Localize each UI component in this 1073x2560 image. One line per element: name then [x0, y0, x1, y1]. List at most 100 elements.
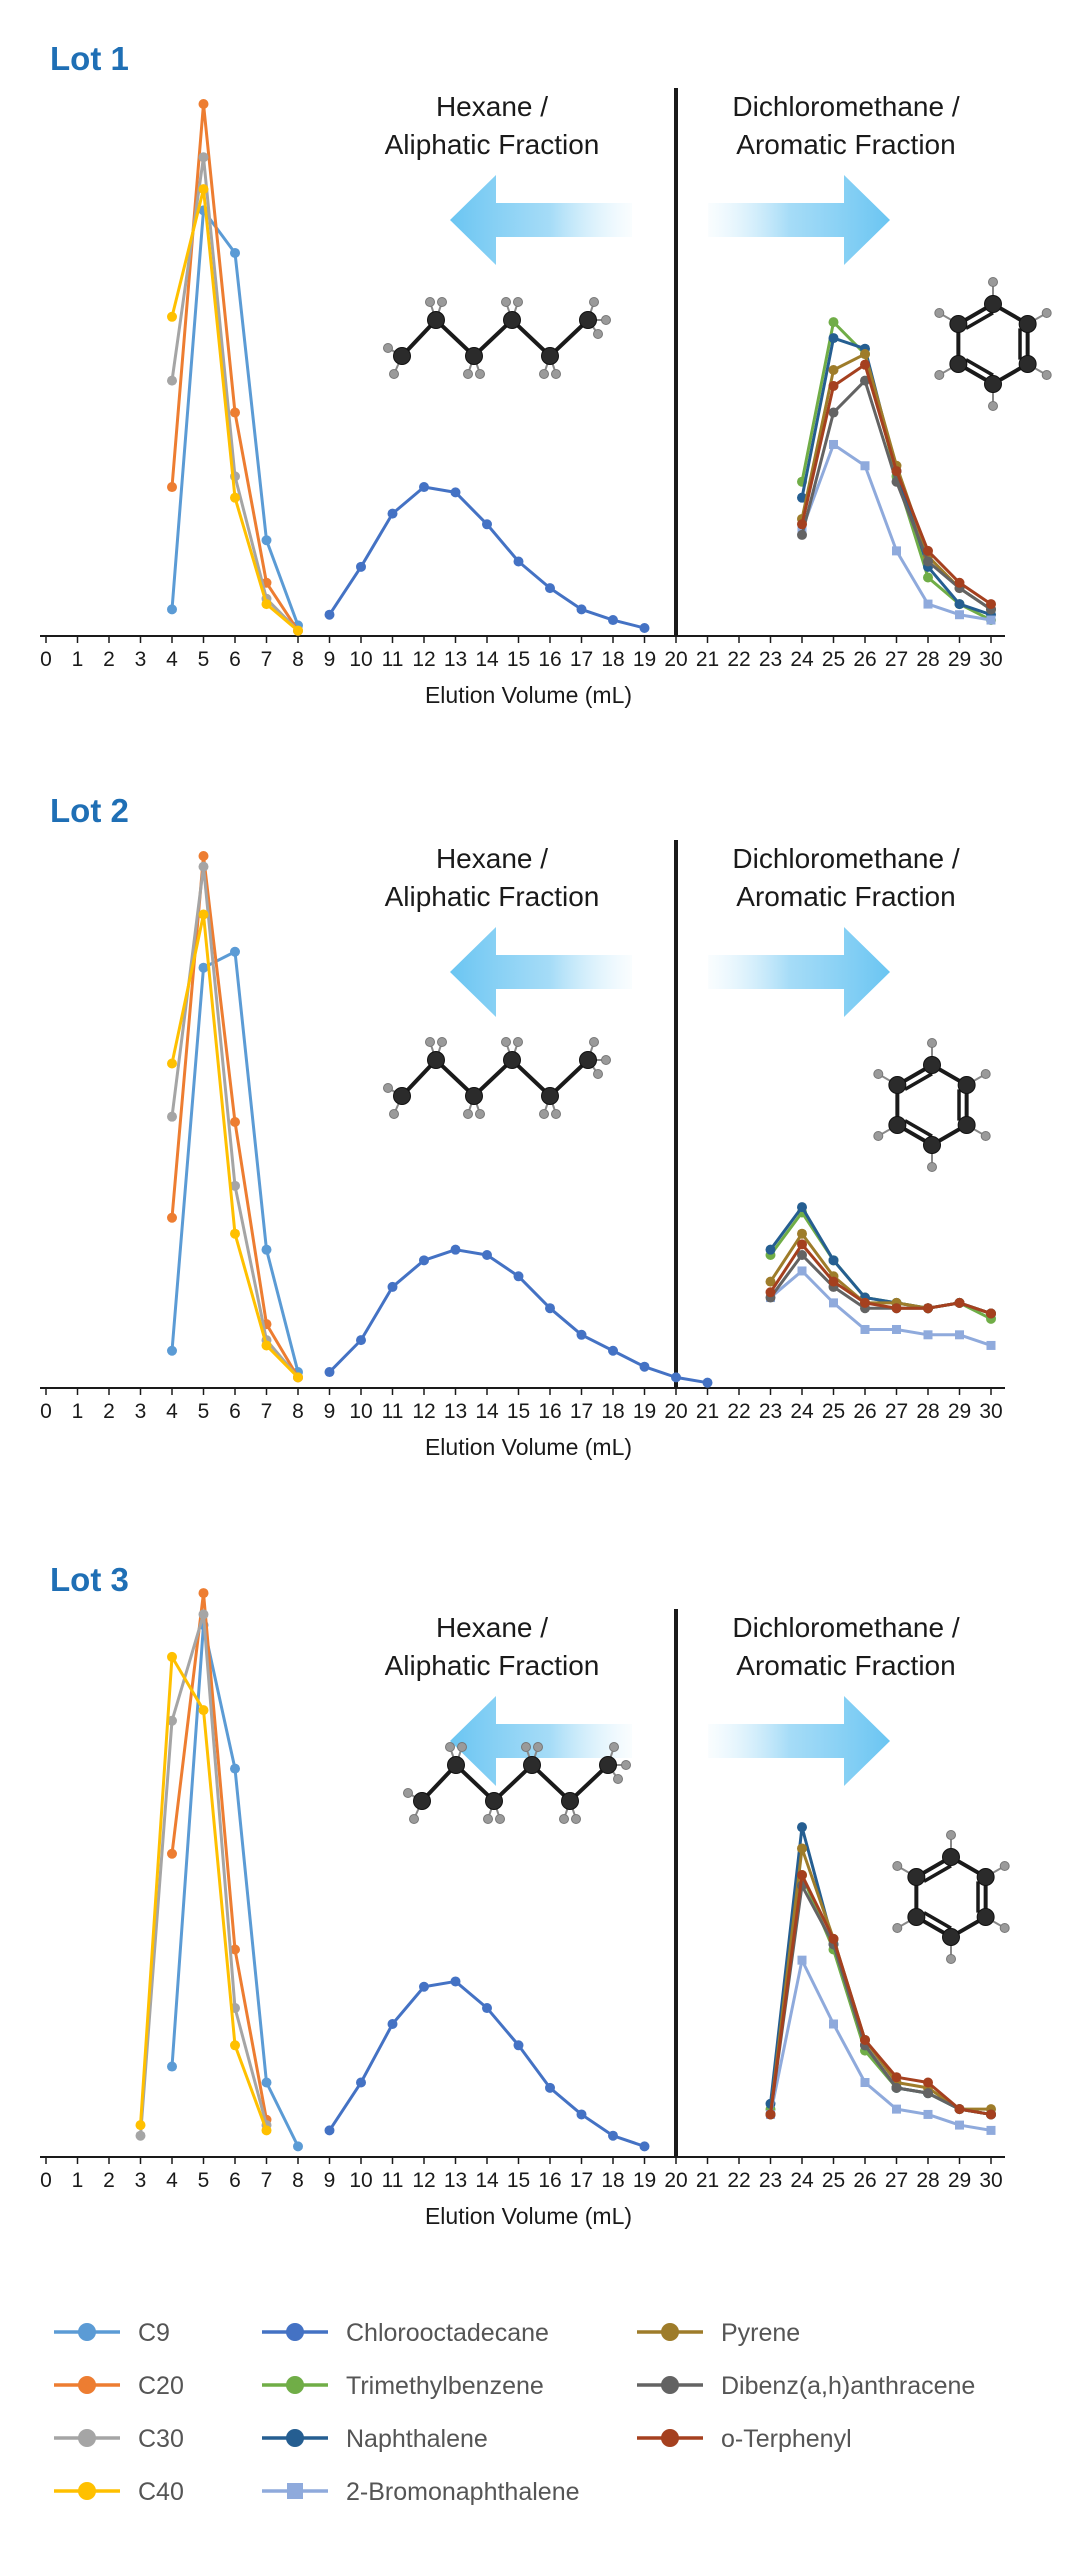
data-point [639, 2141, 650, 2152]
data-point [482, 1250, 492, 1260]
x-tick-label: 25 [822, 648, 845, 671]
series-c40 [167, 909, 303, 1383]
legend-item-oter: o-Terphenyl [637, 2425, 852, 2453]
x-tick-label: 10 [349, 1400, 372, 1423]
left-fraction-label: Hexane / [436, 843, 548, 874]
x-tick-label: 5 [198, 1400, 210, 1423]
data-point [513, 1271, 524, 1282]
x-tick-label: 28 [916, 648, 939, 671]
series-line [769, 1958, 992, 2132]
data-point [356, 561, 366, 572]
x-tick-label: 15 [507, 1400, 530, 1423]
data-point [954, 2104, 965, 2115]
data-point [324, 1367, 335, 1378]
x-tick-label: 29 [948, 2169, 971, 2192]
data-point [293, 625, 303, 636]
data-point [545, 583, 555, 594]
right-arrow-icon [708, 175, 890, 265]
left-arrow-icon [450, 175, 632, 265]
x-tick-label: 14 [475, 1400, 499, 1423]
x-tick-label: 30 [979, 2169, 1002, 2192]
data-point [545, 1303, 555, 1314]
x-tick-label: 2 [103, 1400, 115, 1423]
data-point [639, 1361, 650, 1372]
series-chloro [324, 1976, 650, 2152]
series-c20 [167, 99, 303, 636]
x-tick-label: 14 [475, 648, 499, 671]
x-tick-label: 14 [475, 2169, 499, 2192]
series-dba [765, 1250, 996, 1319]
benzene-molecule-icon [934, 277, 1052, 411]
x-tick-label: 11 [382, 1400, 404, 1423]
data-point [797, 1822, 807, 1833]
x-tick-label: 30 [979, 648, 1002, 671]
x-tick-label: 15 [507, 2169, 530, 2192]
hexane-molecule-icon [403, 1742, 631, 1824]
x-tick-label: 10 [349, 2169, 372, 2192]
data-point [923, 2109, 933, 2119]
data-point [293, 1372, 303, 1383]
data-point [891, 2072, 902, 2083]
data-point [671, 1372, 681, 1383]
data-point [986, 615, 996, 625]
series-oter [765, 1870, 996, 2120]
series-line [328, 485, 645, 630]
data-point [198, 152, 209, 163]
x-tick-label: 3 [135, 1400, 147, 1423]
data-point [797, 1202, 807, 1213]
legend-marker [287, 2483, 303, 2499]
left-fraction-label: Aliphatic Fraction [385, 1650, 600, 1681]
legend-marker [78, 2323, 96, 2341]
series-dba [765, 1880, 996, 2120]
data-point [986, 2109, 996, 2120]
data-point [419, 1255, 429, 1266]
x-tick-label: 22 [727, 1400, 750, 1423]
x-tick-label: 2 [103, 648, 115, 671]
data-point [954, 577, 965, 588]
data-point [545, 2082, 555, 2093]
data-point [576, 1329, 587, 1340]
right-arrow-icon [708, 927, 890, 1017]
legend-item-c30: C30 [54, 2425, 184, 2453]
series-c30 [135, 1609, 272, 2141]
series-line [769, 1873, 992, 2116]
series-c30 [167, 152, 303, 636]
series-chloro [324, 482, 650, 634]
data-point [167, 1111, 177, 1122]
x-tick-label: 28 [916, 1400, 939, 1423]
data-point [261, 599, 272, 610]
data-point [923, 1330, 933, 1340]
data-point [797, 1955, 807, 1965]
legend-marker [286, 2429, 304, 2447]
x-tick-label: 16 [538, 2169, 561, 2192]
data-point [135, 2130, 146, 2141]
data-point [198, 184, 209, 195]
data-point [891, 2082, 902, 2093]
data-point [230, 247, 240, 258]
x-tick-label: 28 [916, 2169, 939, 2192]
data-point [261, 2077, 272, 2088]
legend-item-brnaph: 2-Bromonaphthalene [262, 2478, 580, 2506]
data-point [860, 359, 870, 370]
legend-item-chloro: Chlorooctadecane [262, 2319, 549, 2347]
legend-marker [661, 2323, 679, 2341]
data-point [828, 317, 839, 328]
data-point [923, 2088, 933, 2099]
x-tick-label: 20 [664, 1400, 687, 1423]
x-tick-label: 9 [324, 1400, 336, 1423]
x-tick-label: 27 [885, 2169, 908, 2192]
x-tick-label: 9 [324, 2169, 336, 2192]
data-point [986, 2125, 996, 2135]
data-point [576, 2109, 587, 2120]
legend-label: C40 [138, 2478, 184, 2506]
data-point [198, 99, 209, 109]
x-tick-label: 16 [538, 648, 561, 671]
chart-panel-lot-1: Lot 1 Hexane / Aliphatic Fraction Dichlorom… [40, 40, 1052, 708]
data-point [356, 2077, 366, 2088]
legend-label: C20 [138, 2372, 184, 2400]
data-point [230, 1180, 240, 1191]
data-point [955, 1330, 964, 1340]
x-tick-label: 9 [324, 648, 336, 671]
data-point [198, 1609, 209, 1620]
data-point [860, 2034, 870, 2045]
